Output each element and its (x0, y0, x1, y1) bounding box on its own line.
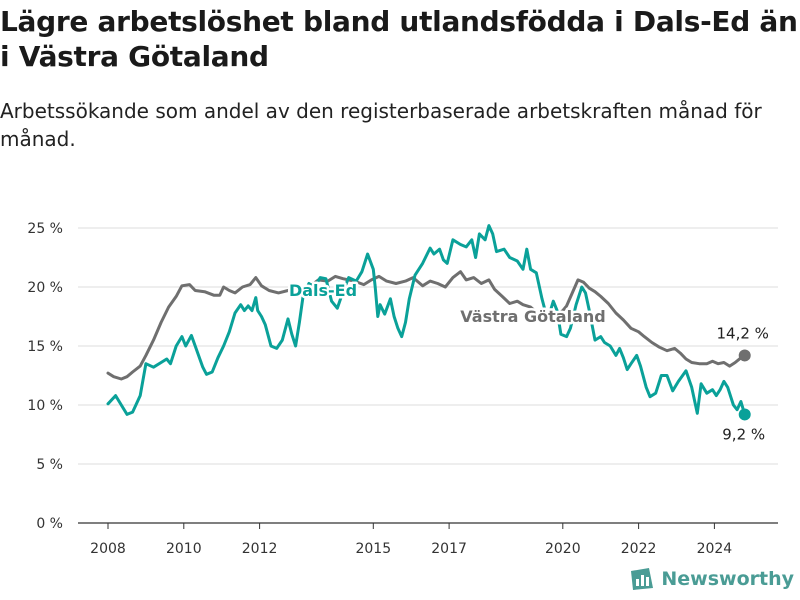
x-tick-label: 2015 (355, 541, 391, 557)
end-value-label-vastra-gotaland: 14,2 % (717, 324, 769, 342)
x-tick-label: 2022 (621, 541, 657, 557)
brand-name: Newsworthy (661, 568, 794, 590)
x-tick-label: 2008 (90, 541, 126, 557)
chart-title: Lägre arbetslöshet bland utlandsfödda i … (0, 5, 798, 73)
chart-subtitle: Arbetssökande som andel av den registerb… (0, 99, 762, 151)
x-tick-label: 2010 (166, 541, 202, 557)
endpoint-dot-vastra-gotaland (738, 349, 751, 362)
series-line-dals-ed (106, 224, 747, 416)
series-label-dals-ed: Dals-Ed (289, 281, 357, 300)
x-tick-label: 2017 (431, 541, 467, 557)
series-label-vastra-gotaland: Västra Götaland (460, 307, 605, 326)
x-tick-label: 2020 (545, 541, 581, 557)
bar-chart-logo-icon (631, 568, 654, 590)
series-lines (106, 224, 751, 421)
y-tick-label: 25 % (27, 221, 63, 237)
series-line-vastra-gotaland (106, 270, 747, 381)
gridlines (78, 227, 778, 524)
y-tick-label: 5 % (36, 457, 63, 473)
endpoint-dot-dals-ed (738, 408, 751, 421)
x-tick-label: 2024 (697, 541, 733, 557)
y-tick-label: 0 % (36, 516, 63, 532)
newsworthy-brand: Newsworthy (629, 566, 794, 592)
series-labels: Dals-Ed Västra Götaland 14,2 % 9,2 % (286, 279, 770, 446)
y-tick-label: 10 % (27, 398, 63, 414)
x-tick-label: 2012 (242, 541, 278, 557)
y-tick-label: 15 % (27, 339, 63, 355)
axes: 0 % 5 % 10 % 15 % 20 % 25 % 2008 2010 2012 2015 20… (27, 221, 732, 557)
end-value-label-dals-ed: 9,2 % (722, 425, 765, 443)
y-tick-label: 20 % (27, 280, 63, 296)
